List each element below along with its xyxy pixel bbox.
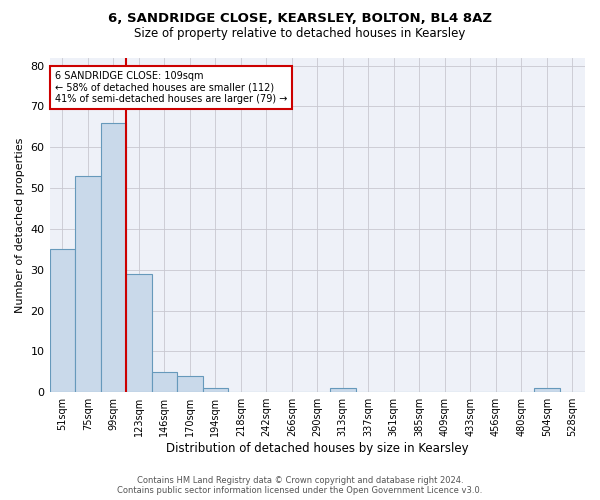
Text: Contains HM Land Registry data © Crown copyright and database right 2024.
Contai: Contains HM Land Registry data © Crown c… xyxy=(118,476,482,495)
Bar xyxy=(126,274,152,392)
Bar xyxy=(50,250,75,392)
Text: Size of property relative to detached houses in Kearsley: Size of property relative to detached ho… xyxy=(134,28,466,40)
Text: 6 SANDRIDGE CLOSE: 109sqm
← 58% of detached houses are smaller (112)
41% of semi: 6 SANDRIDGE CLOSE: 109sqm ← 58% of detac… xyxy=(55,71,287,104)
Bar xyxy=(534,388,560,392)
Bar xyxy=(203,388,228,392)
X-axis label: Distribution of detached houses by size in Kearsley: Distribution of detached houses by size … xyxy=(166,442,469,455)
Text: 6, SANDRIDGE CLOSE, KEARSLEY, BOLTON, BL4 8AZ: 6, SANDRIDGE CLOSE, KEARSLEY, BOLTON, BL… xyxy=(108,12,492,26)
Bar xyxy=(75,176,101,392)
Bar xyxy=(101,123,126,392)
Bar xyxy=(152,372,177,392)
Bar xyxy=(330,388,356,392)
Bar xyxy=(177,376,203,392)
Y-axis label: Number of detached properties: Number of detached properties xyxy=(15,137,25,312)
